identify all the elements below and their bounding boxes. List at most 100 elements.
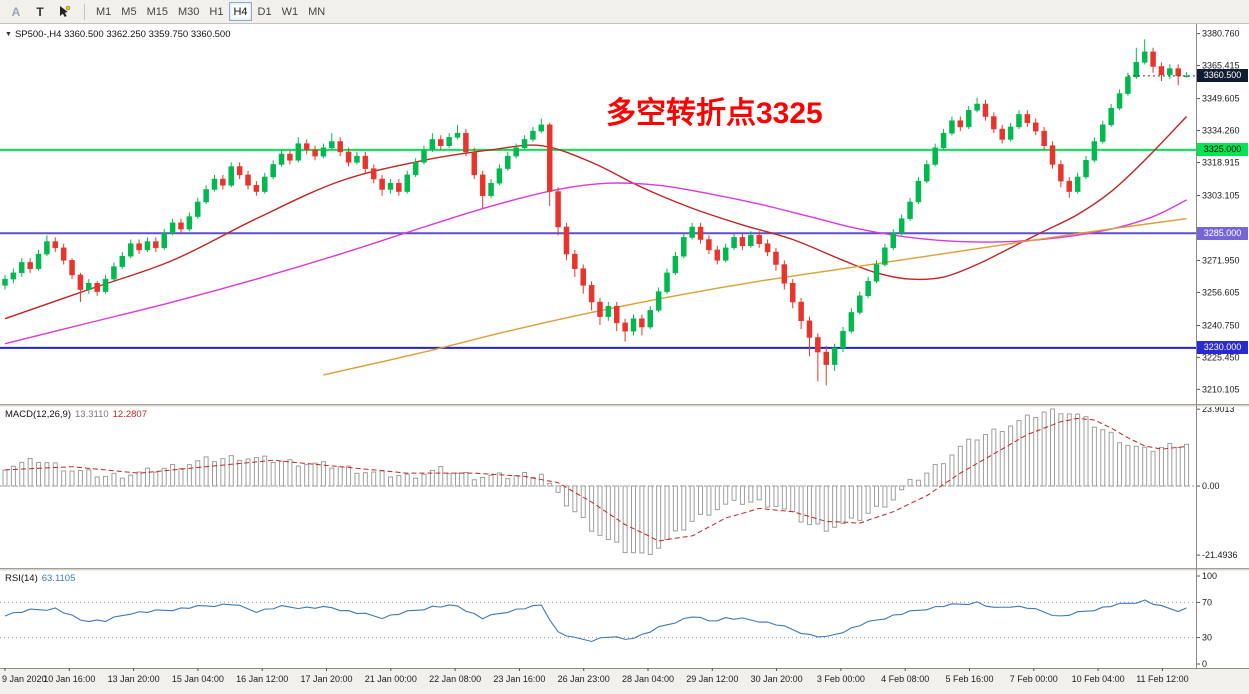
candle-body: [555, 191, 561, 228]
main-chart-panel[interactable]: [0, 24, 1249, 404]
candle-body: [580, 268, 586, 286]
candle-body: [999, 128, 1005, 140]
timeframe-button-h1[interactable]: H1: [209, 6, 224, 18]
macd-histogram-bar: [739, 485, 745, 505]
macd-histogram-bar: [463, 471, 469, 487]
candle-body: [404, 174, 410, 192]
chart-annotation-text[interactable]: 多空转折点3325: [606, 97, 823, 130]
collapse-arrow-icon[interactable]: ▼: [5, 31, 12, 38]
chart-title: ▼ SP500-,H4 3360.500 3362.250 3359.750 33…: [5, 29, 230, 40]
macd-indicator-label: MACD(12,26,9) 13.3110 12.2807: [5, 409, 147, 420]
rsi-indicator-label: RSI(14) 63.1105: [5, 573, 75, 584]
timeframe-button-d1[interactable]: D1: [257, 6, 272, 18]
label-tool-button[interactable]: T: [36, 4, 44, 19]
macd-histogram-bar: [773, 485, 779, 507]
macd-histogram-bar: [1175, 447, 1181, 487]
macd-histogram-bar: [706, 485, 712, 516]
candle-body: [253, 185, 260, 192]
candle-body: [119, 255, 126, 267]
timeframe-button-w1[interactable]: W1: [281, 6, 299, 18]
macd-histogram-bar: [840, 485, 846, 524]
macd-histogram-bar: [605, 485, 611, 541]
time-axis-label: 17 Jan 20:00: [300, 674, 353, 684]
macd-histogram-bar: [798, 485, 804, 523]
candle-body: [965, 110, 972, 128]
panel-splitter[interactable]: [0, 568, 1249, 571]
macd-histogram-bar: [1158, 446, 1164, 487]
candle-body: [412, 162, 419, 176]
macd-histogram-bar: [555, 485, 561, 493]
macd-axis-label: 0.00: [1202, 481, 1220, 491]
candle-body: [513, 147, 519, 157]
macd-histogram-bar: [1024, 414, 1030, 487]
timeframe-button-m5[interactable]: M5: [121, 6, 137, 18]
candle-body: [613, 305, 620, 324]
candle-body: [572, 253, 578, 269]
candle-body: [178, 222, 184, 230]
candle-body: [370, 168, 377, 180]
timeframe-button-m30[interactable]: M30: [177, 6, 200, 18]
candle-body: [907, 201, 913, 219]
time-axis-label: 15 Jan 04:00: [171, 674, 224, 684]
time-axis-label: 22 Jan 08:00: [429, 674, 482, 684]
macd-histogram-bar: [714, 485, 720, 511]
macd-histogram-bar: [103, 475, 109, 487]
timeframe-button-m15[interactable]: M15: [146, 6, 168, 18]
candle-body: [429, 139, 436, 151]
price-axis-border: [1196, 24, 1197, 668]
macd-histogram-bar: [1125, 444, 1131, 487]
macd-histogram-bar: [806, 485, 812, 526]
candle-body: [354, 155, 360, 163]
candle-body: [1108, 107, 1114, 126]
time-axis[interactable]: [0, 668, 1249, 694]
cursor-tool-button[interactable]: [53, 2, 75, 22]
candle-body: [463, 132, 469, 153]
macd-histogram-bar: [287, 459, 293, 487]
macd-histogram-bar: [941, 463, 947, 487]
macd-histogram-bar: [815, 485, 821, 525]
macd-histogram-bar: [119, 477, 125, 487]
candle-body: [278, 153, 285, 165]
macd-histogram-bar: [1016, 420, 1022, 487]
macd-histogram-bar: [471, 479, 477, 487]
candle-body: [220, 178, 226, 186]
candle-body: [471, 151, 478, 176]
candle-body: [262, 176, 268, 192]
macd-histogram-bar: [899, 485, 905, 491]
macd-histogram-bar: [212, 461, 217, 487]
candle-body: [949, 120, 955, 134]
price-axis-label: 3256.605: [1202, 287, 1240, 297]
macd-histogram-bar: [404, 473, 410, 487]
candle-body: [714, 249, 721, 261]
macd-histogram-bar: [572, 485, 578, 513]
candle-body: [505, 155, 511, 169]
macd-histogram-bar: [681, 485, 687, 531]
timeframe-button-h4[interactable]: H4: [229, 2, 252, 21]
macd-histogram-bar: [664, 485, 670, 541]
candle-body: [823, 351, 829, 365]
macd-histogram-bar: [991, 428, 997, 487]
candle-body: [764, 243, 771, 253]
candle-body: [1167, 68, 1173, 76]
timeframe-button-mn[interactable]: MN: [308, 6, 326, 18]
candle-body: [530, 130, 536, 140]
macd-histogram-bar: [547, 482, 553, 487]
macd-histogram-bar: [379, 470, 385, 487]
text-tool-button[interactable]: A: [11, 4, 21, 19]
candle-body: [773, 251, 779, 265]
timeframe-button-m1[interactable]: M1: [96, 6, 112, 18]
macd-histogram-bar: [957, 445, 963, 487]
candle-body: [1032, 122, 1039, 132]
candle-body: [60, 247, 67, 261]
rsi-panel[interactable]: [0, 571, 1249, 668]
candle-body: [94, 283, 100, 292]
panel-splitter[interactable]: [0, 404, 1249, 407]
candle-body: [203, 189, 209, 203]
candle-body: [1041, 130, 1047, 146]
candle-body: [1133, 62, 1140, 78]
candle-body: [982, 103, 989, 117]
candle-body: [488, 182, 494, 196]
candle-body: [446, 137, 452, 146]
macd-histogram-bar: [513, 475, 519, 487]
